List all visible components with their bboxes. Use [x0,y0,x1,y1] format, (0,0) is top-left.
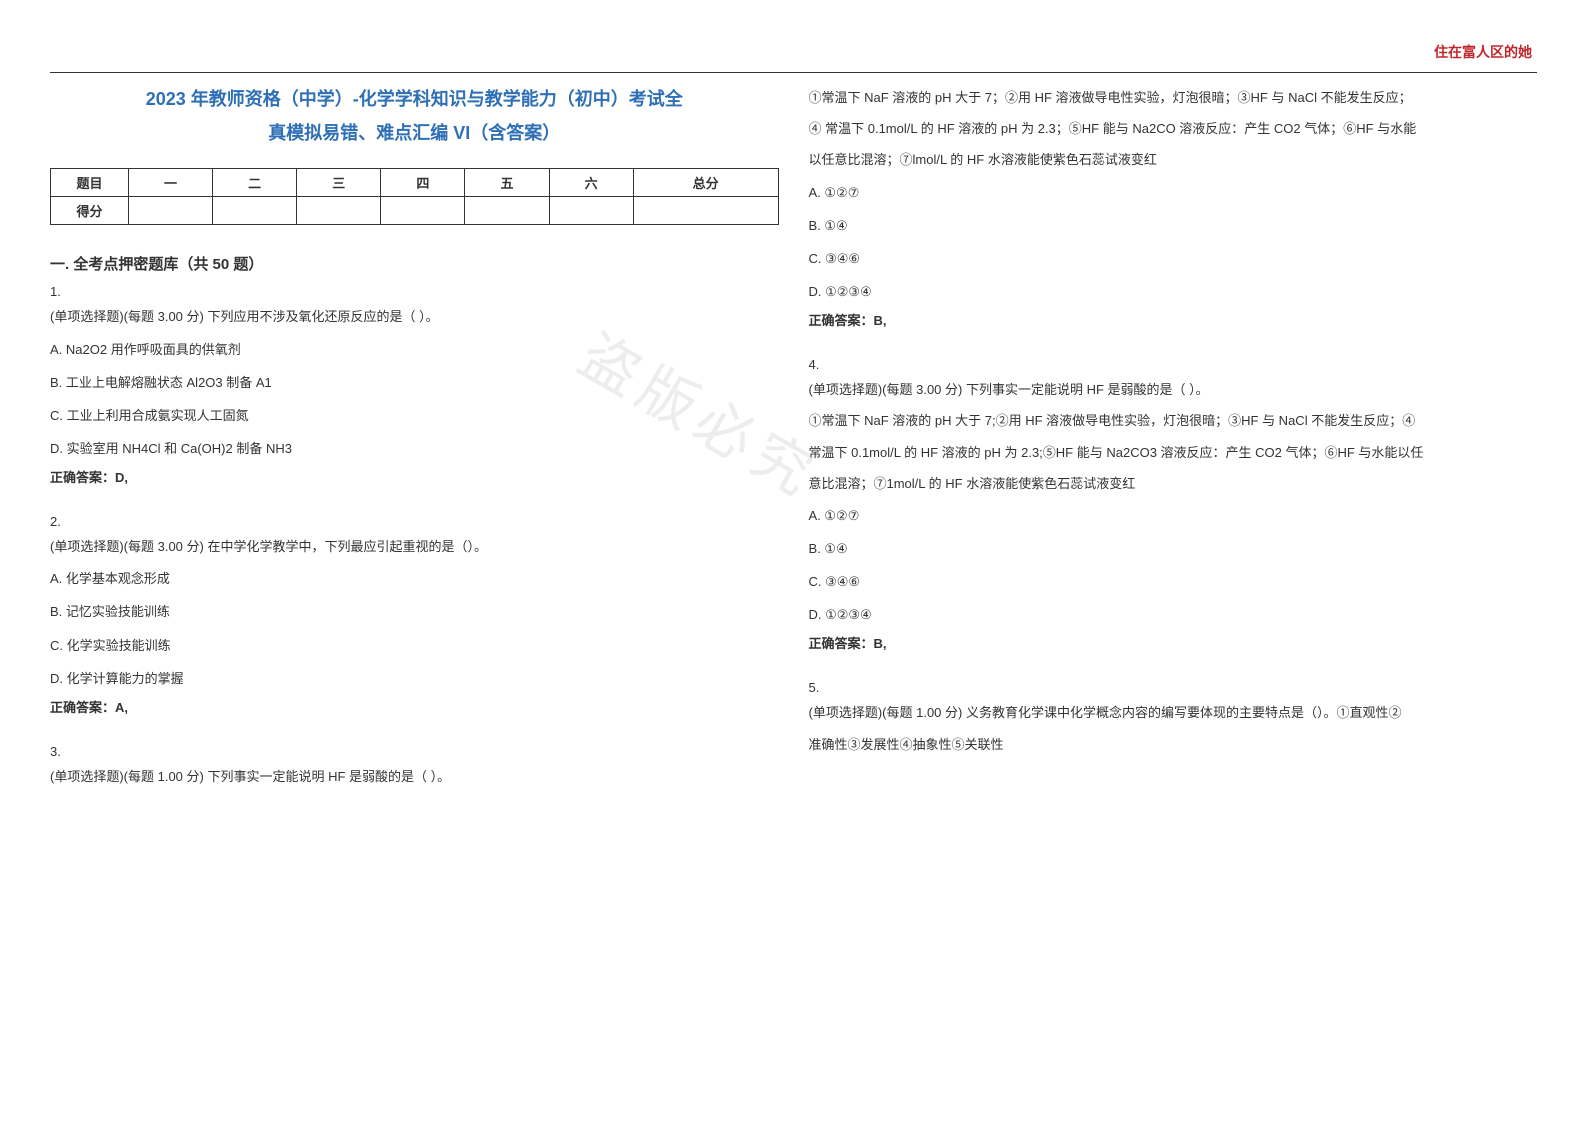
question-body: 以任意比混溶；⑦lmol/L 的 HF 水溶液能使紫色石蕊试液变红 [809,144,1538,175]
question-body: ④ 常温下 0.1mol/L 的 HF 溶液的 pH 为 2.3；⑤HF 能与 … [809,113,1538,144]
th-col: 一 [129,169,213,197]
section-heading: 一. 全考点押密题库（共 50 题） [50,253,779,274]
top-divider [50,72,1537,73]
option-d: D. 实验室用 NH4Cl 和 Ca(OH)2 制备 NH3 [50,432,779,465]
td-blank [297,197,381,225]
question-number: 5. [809,680,1538,695]
question-stem: (单项选择题)(每题 1.00 分) 下列事实一定能说明 HF 是弱酸的是（ ）… [50,761,779,792]
question-number: 1. [50,284,779,299]
question-stem: (单项选择题)(每题 3.00 分) 下列应用不涉及氧化还原反应的是（ ）。 [50,301,779,332]
option-c: C. 工业上利用合成氨实现人工固氮 [50,399,779,432]
doc-title-line1: 2023 年教师资格（中学）-化学学科知识与教学能力（初中）考试全 [50,82,779,116]
th-col: 四 [381,169,465,197]
header-right-text: 住在富人区的她 [1434,42,1532,62]
score-table: 题目 一 二 三 四 五 六 总分 得分 [50,168,779,225]
question-number: 3. [50,744,779,759]
th-item: 题目 [51,169,129,197]
option-b: B. 工业上电解熔融状态 Al2O3 制备 A1 [50,366,779,399]
th-col: 五 [465,169,549,197]
question-number: 4. [809,357,1538,372]
th-col: 三 [297,169,381,197]
answer-text: 正确答案：A, [50,697,779,716]
option-b: B. ①④ [809,532,1538,565]
question-stem: (单项选择题)(每题 3.00 分) 下列事实一定能说明 HF 是弱酸的是（ ）… [809,374,1538,405]
option-d: D. 化学计算能力的掌握 [50,662,779,695]
doc-title-line2: 真模拟易错、难点汇编 VI（含答案） [50,116,779,150]
th-col: 六 [549,169,633,197]
td-blank [549,197,633,225]
answer-text: 正确答案：B, [809,310,1538,329]
answer-text: 正确答案：B, [809,633,1538,652]
th-col: 二 [213,169,297,197]
table-row: 题目 一 二 三 四 五 六 总分 [51,169,779,197]
option-d: D. ①②③④ [809,598,1538,631]
td-blank [381,197,465,225]
left-column: 2023 年教师资格（中学）-化学学科知识与教学能力（初中）考试全 真模拟易错、… [50,82,779,792]
option-d: D. ①②③④ [809,275,1538,308]
option-c: C. ③④⑥ [809,565,1538,598]
question-body: 常温下 0.1mol/L 的 HF 溶液的 pH 为 2.3;⑤HF 能与 Na… [809,437,1538,468]
option-a: A. 化学基本观念形成 [50,562,779,595]
option-b: B. 记忆实验技能训练 [50,595,779,628]
question-body: ①常温下 NaF 溶液的 pH 大于 7；②用 HF 溶液做导电性实验，灯泡很暗… [809,82,1538,113]
option-b: B. ①④ [809,209,1538,242]
question-number: 2. [50,514,779,529]
option-c: C. ③④⑥ [809,242,1538,275]
th-total: 总分 [633,169,778,197]
td-blank [213,197,297,225]
question-body: 意比混溶；⑦1mol/L 的 HF 水溶液能使紫色石蕊试液变红 [809,468,1538,499]
td-blank [633,197,778,225]
question-stem: (单项选择题)(每题 1.00 分) 义务教育化学课中化学概念内容的编写要体现的… [809,697,1538,728]
td-score-label: 得分 [51,197,129,225]
td-blank [129,197,213,225]
question-body: 准确性③发展性④抽象性⑤关联性 [809,729,1538,760]
option-a: A. Na2O2 用作呼吸面具的供氧剂 [50,333,779,366]
option-a: A. ①②⑦ [809,499,1538,532]
option-a: A. ①②⑦ [809,176,1538,209]
option-c: C. 化学实验技能训练 [50,629,779,662]
td-blank [465,197,549,225]
answer-text: 正确答案：D, [50,467,779,486]
table-row: 得分 [51,197,779,225]
question-body: ①常温下 NaF 溶液的 pH 大于 7;②用 HF 溶液做导电性实验，灯泡很暗… [809,405,1538,436]
question-stem: (单项选择题)(每题 3.00 分) 在中学化学教学中，下列最应引起重视的是（）… [50,531,779,562]
page-columns: 2023 年教师资格（中学）-化学学科知识与教学能力（初中）考试全 真模拟易错、… [50,82,1537,792]
right-column: ①常温下 NaF 溶液的 pH 大于 7；②用 HF 溶液做导电性实验，灯泡很暗… [809,82,1538,792]
